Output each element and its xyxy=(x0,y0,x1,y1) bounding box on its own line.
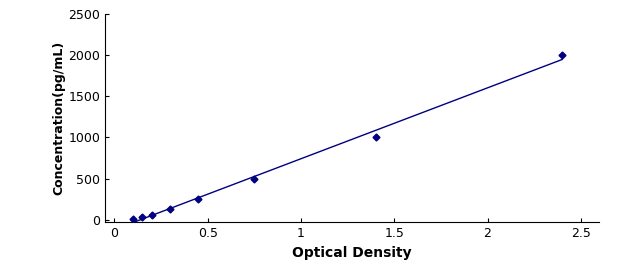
X-axis label: Optical Density: Optical Density xyxy=(292,246,412,260)
Y-axis label: Concentration(pg/mL): Concentration(pg/mL) xyxy=(53,41,66,195)
